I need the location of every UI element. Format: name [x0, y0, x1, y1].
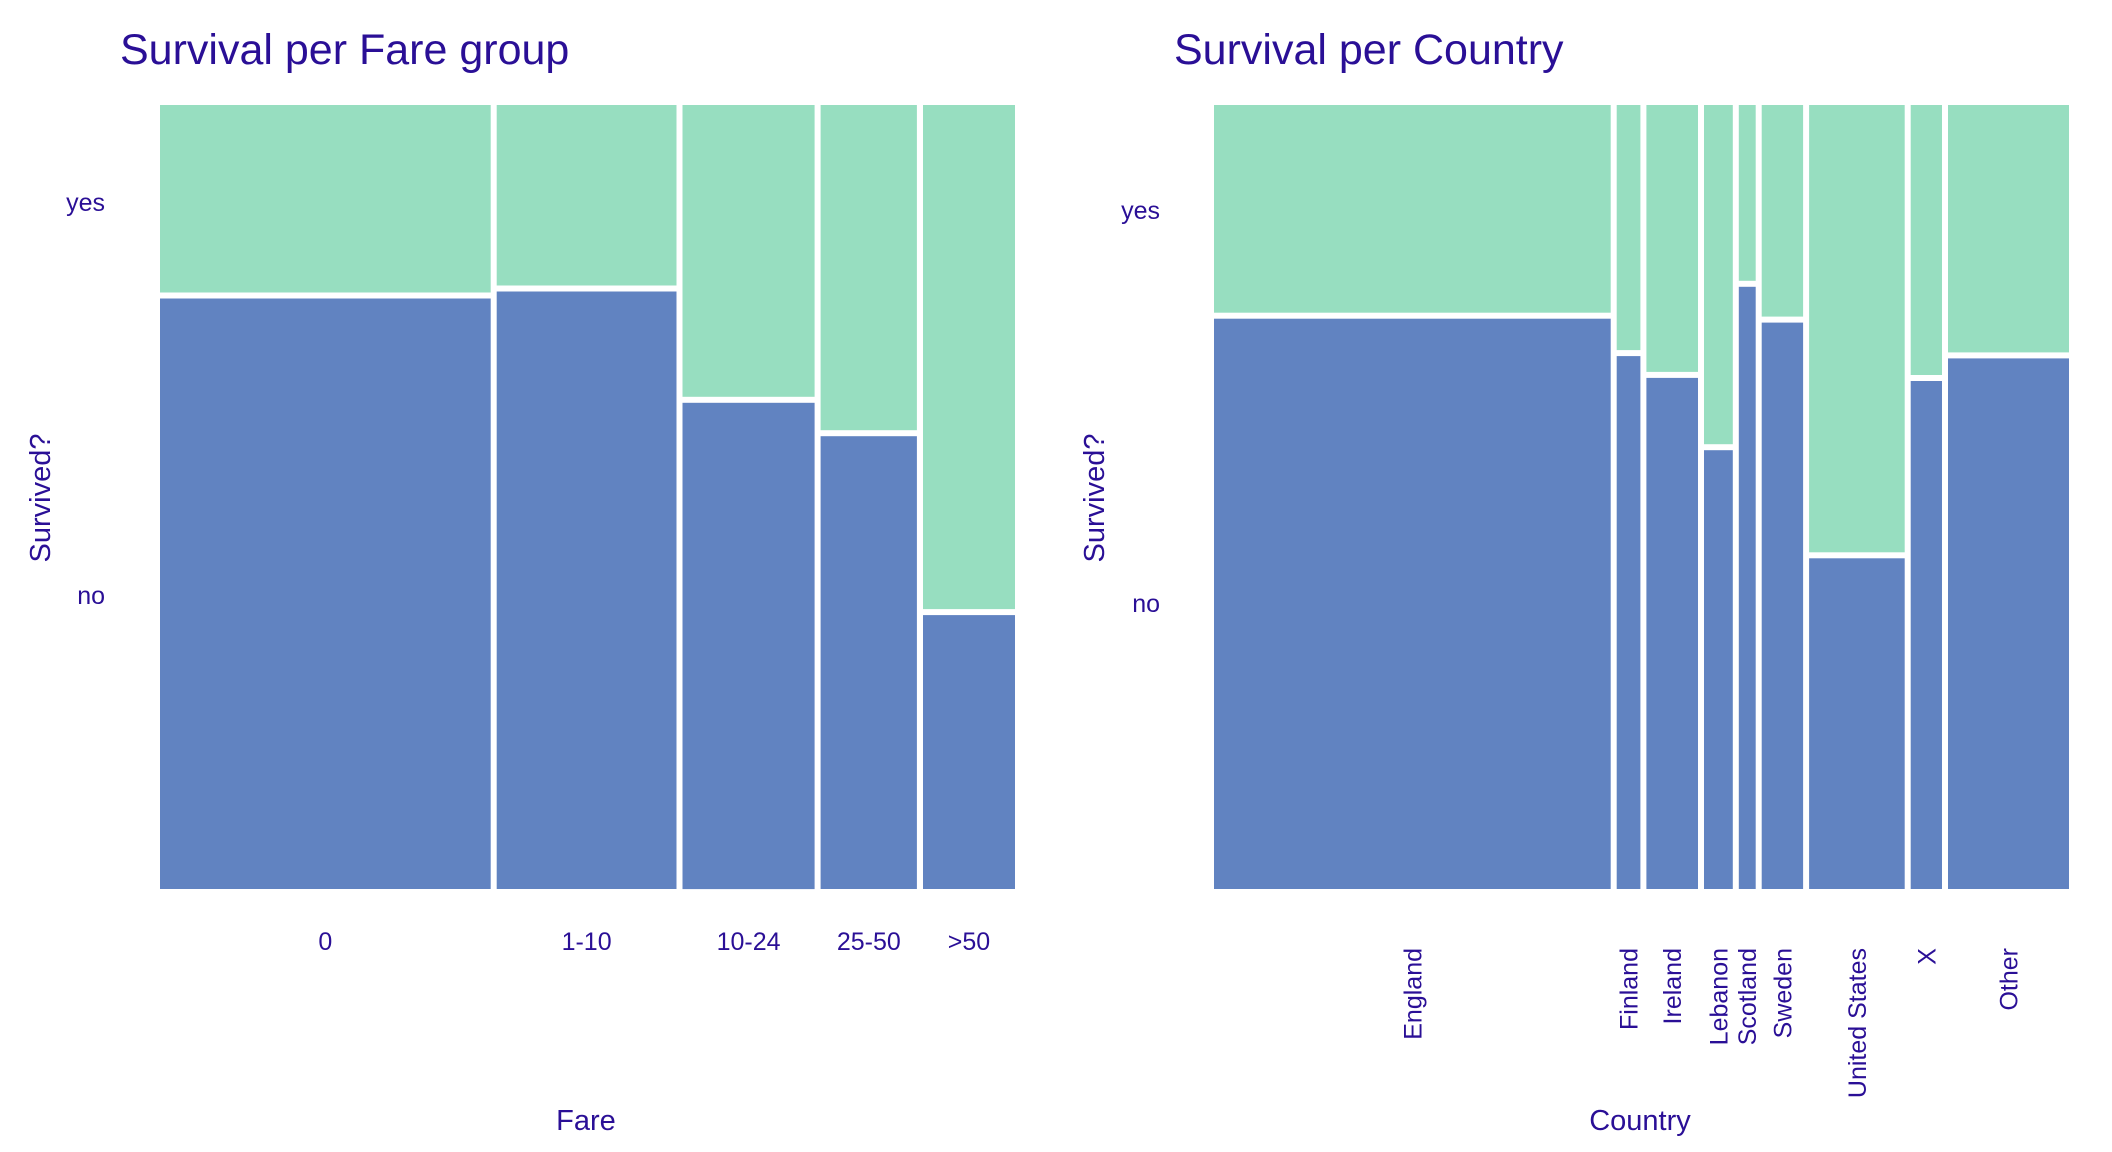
fare-y-axis-label: Survived? — [25, 434, 57, 563]
country-x-axis-label: Country — [1589, 1105, 1691, 1137]
country-tiles — [1214, 105, 2069, 890]
tile-1-10-yes — [496, 105, 677, 286]
tile-0-no — [160, 298, 491, 889]
fare-chart-title: Survival per Fare group — [120, 26, 569, 74]
tile-x-yes — [1910, 105, 1942, 375]
fare-y-tick-no: no — [77, 582, 105, 610]
x-tick-0: 0 — [318, 928, 332, 956]
country-chart: Survival per Country yes no Survived? En… — [1079, 26, 2069, 1137]
tile-scotland-yes — [1738, 105, 1756, 281]
tile-other-yes — [1948, 105, 2069, 353]
tile-lebanon-no — [1704, 450, 1733, 889]
tile-finland-no — [1616, 356, 1641, 890]
tile-1-10-no — [496, 291, 677, 889]
tile-50-yes — [923, 105, 1015, 610]
x-tick-25-50: 25-50 — [837, 928, 901, 956]
x-tick-scotland: Scotland — [1734, 948, 1762, 1045]
x-tick-sweden: Sweden — [1769, 948, 1797, 1038]
x-tick-1-10: 1-10 — [562, 928, 612, 956]
tile-england-no — [1214, 318, 1611, 889]
tile-10-24-no — [682, 402, 815, 890]
x-tick-ireland: Ireland — [1659, 948, 1687, 1024]
x-tick-50: >50 — [948, 928, 990, 956]
tile-england-yes — [1214, 105, 1611, 313]
x-tick-finland: Finland — [1616, 948, 1644, 1030]
tile-10-24-yes — [682, 105, 815, 397]
tile-finland-yes — [1616, 105, 1641, 351]
tile-sweden-yes — [1761, 105, 1804, 317]
tile-x-no — [1910, 381, 1942, 889]
tile-25-50-yes — [820, 105, 917, 431]
fare-x-axis-label: Fare — [556, 1105, 616, 1137]
x-tick-x: X — [1913, 948, 1941, 965]
country-y-axis-label: Survived? — [1079, 434, 1111, 563]
tile-0-yes — [160, 105, 491, 293]
x-tick-united-states: United States — [1844, 948, 1872, 1098]
tile-sweden-no — [1761, 322, 1804, 890]
country-y-tick-no: no — [1132, 590, 1160, 618]
fare-y-tick-yes: yes — [66, 189, 105, 217]
tile-other-no — [1948, 358, 2069, 889]
country-x-ticks: England Finland Ireland Lebanon Scotland Swed… — [1399, 948, 2023, 1098]
tile-25-50-no — [820, 436, 917, 889]
x-tick-10-24: 10-24 — [717, 928, 781, 956]
tile-ireland-no — [1646, 377, 1698, 889]
tile-united-states-yes — [1809, 105, 1905, 553]
x-tick-other: Other — [1996, 948, 2024, 1011]
fare-tiles — [160, 105, 1015, 890]
x-tick-england: England — [1399, 948, 1427, 1040]
country-chart-title: Survival per Country — [1174, 26, 1564, 74]
tile-50-no — [923, 615, 1015, 889]
x-tick-lebanon: Lebanon — [1705, 948, 1733, 1045]
fare-chart: Survival per Fare group yes no Survived?… — [25, 26, 1015, 1137]
country-y-tick-yes: yes — [1121, 197, 1160, 225]
tile-scotland-no — [1738, 286, 1756, 889]
tile-united-states-no — [1809, 558, 1905, 889]
tile-ireland-yes — [1646, 105, 1698, 372]
tile-lebanon-yes — [1704, 105, 1733, 445]
fare-x-ticks: 0 1-10 10-24 25-50 >50 — [318, 928, 990, 956]
